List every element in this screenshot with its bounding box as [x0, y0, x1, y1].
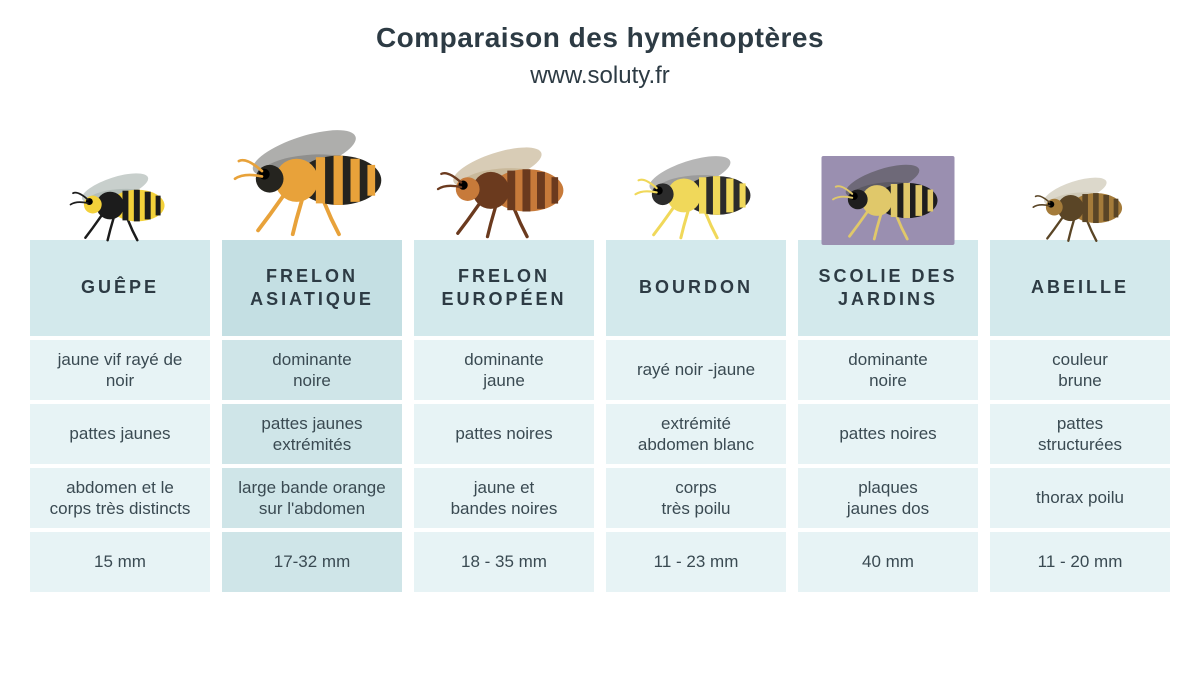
species-name: ABEILLE [990, 240, 1170, 336]
trait-cell: 40 mm [798, 532, 978, 592]
trait-cell: pattes jaunes [30, 404, 210, 464]
trait-cell: pattes noires [798, 404, 978, 464]
trait-cell: large bande orange sur l'abdomen [222, 468, 402, 528]
trait-cell: pattes jaunes extrémités [222, 404, 402, 464]
insect-image [606, 120, 786, 240]
trait-cell: 15 mm [30, 532, 210, 592]
species-column: FRELON ASIATIQUEdominante noirepattes ja… [222, 120, 402, 592]
insect-image [798, 120, 978, 240]
insect-illustration [56, 161, 185, 250]
page-url: www.soluty.fr [0, 62, 1200, 90]
trait-cell: pattes noires [414, 404, 594, 464]
species-column: FRELON EUROPÉENdominante jaunepattes noi… [414, 120, 594, 592]
species-name: SCOLIE DES JARDINS [798, 240, 978, 336]
insect-image [222, 120, 402, 240]
insect-image [30, 120, 210, 240]
insect-image [414, 120, 594, 240]
insect-illustration [418, 131, 590, 250]
trait-cell: dominante noire [798, 340, 978, 400]
trait-cell: abdomen et le corps très distincts [30, 468, 210, 528]
species-name: GUÊPE [30, 240, 210, 336]
insect-illustration [212, 111, 412, 250]
trait-cell: 18 - 35 mm [414, 532, 594, 592]
trait-cell: plaques jaunes dos [798, 468, 978, 528]
species-column: ABEILLEcouleur brunepattes structuréesth… [990, 120, 1170, 592]
insect-illustration [617, 141, 774, 250]
comparison-grid: GUÊPEjaune vif rayé de noirpattes jaunes… [0, 100, 1200, 592]
trait-cell: 11 - 20 mm [990, 532, 1170, 592]
trait-cell: 11 - 23 mm [606, 532, 786, 592]
trait-cell: pattes structurées [990, 404, 1170, 464]
insect-illustration [817, 151, 960, 250]
species-column: SCOLIE DES JARDINSdominante noirepattes … [798, 120, 978, 592]
trait-cell: jaune et bandes noires [414, 468, 594, 528]
species-column: BOURDONrayé noir -jauneextrémité abdomen… [606, 120, 786, 592]
species-name: FRELON EUROPÉEN [414, 240, 594, 336]
species-column: GUÊPEjaune vif rayé de noirpattes jaunes… [30, 120, 210, 592]
insect-image [990, 120, 1170, 240]
species-name: BOURDON [606, 240, 786, 336]
page-title: Comparaison des hyménoptères [0, 22, 1200, 54]
species-name: FRELON ASIATIQUE [222, 240, 402, 336]
trait-cell: thorax poilu [990, 468, 1170, 528]
trait-cell: corps très poilu [606, 468, 786, 528]
trait-cell: jaune vif rayé de noir [30, 340, 210, 400]
trait-cell: couleur brune [990, 340, 1170, 400]
trait-cell: rayé noir -jaune [606, 340, 786, 400]
insect-illustration [1019, 166, 1141, 250]
trait-cell: dominante jaune [414, 340, 594, 400]
trait-cell: extrémité abdomen blanc [606, 404, 786, 464]
trait-cell: dominante noire [222, 340, 402, 400]
trait-cell: 17-32 mm [222, 532, 402, 592]
